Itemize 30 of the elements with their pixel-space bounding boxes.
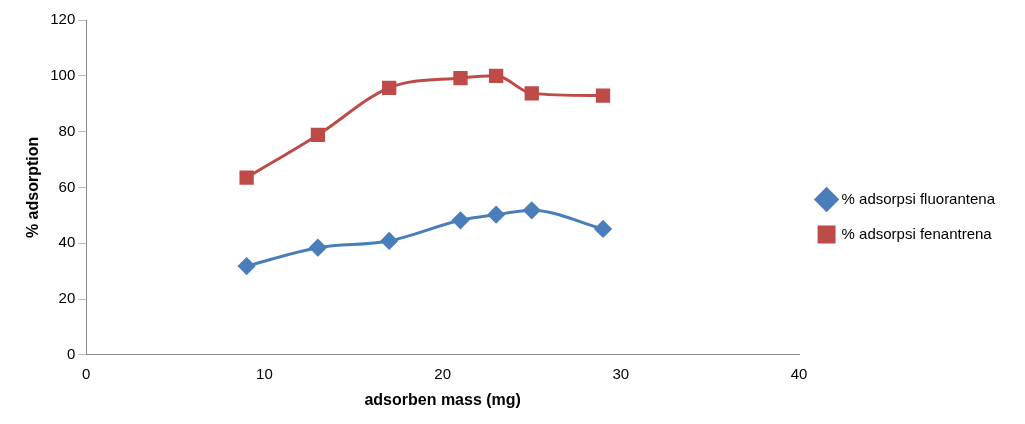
point — [239, 170, 254, 185]
y-tick-label: 60 — [58, 177, 76, 195]
y-tick-label: 120 — [50, 10, 76, 28]
x-axis-title: adsorben mass (mg) — [364, 390, 521, 408]
x-tick-label: 10 — [256, 364, 273, 382]
point — [382, 80, 397, 95]
legend-label: % adsorpsi fenantrena — [841, 224, 993, 242]
x-tick-label: 20 — [434, 364, 451, 382]
point — [524, 86, 539, 101]
y-tick-label: 0 — [66, 344, 76, 362]
point — [380, 232, 398, 250]
y-tick-label: 100 — [50, 65, 76, 83]
point — [523, 201, 541, 219]
legend-label: % adsorpsi fluorantena — [841, 189, 996, 207]
y-tick-label: 40 — [58, 233, 76, 251]
point — [487, 206, 505, 224]
x-tick-label: 40 — [790, 364, 808, 382]
point — [453, 70, 468, 86]
point — [451, 211, 469, 229]
point — [594, 220, 612, 238]
point — [595, 88, 611, 103]
y-tick-label: 20 — [58, 289, 76, 307]
point — [309, 239, 327, 257]
point — [310, 127, 326, 143]
point — [238, 257, 256, 275]
y-tick-label: 80 — [58, 121, 76, 139]
x-tick-label: 30 — [612, 364, 630, 382]
x-tick-label: 0 — [82, 364, 91, 382]
y-axis-title: % adsorption — [24, 136, 42, 239]
point — [488, 68, 504, 83]
